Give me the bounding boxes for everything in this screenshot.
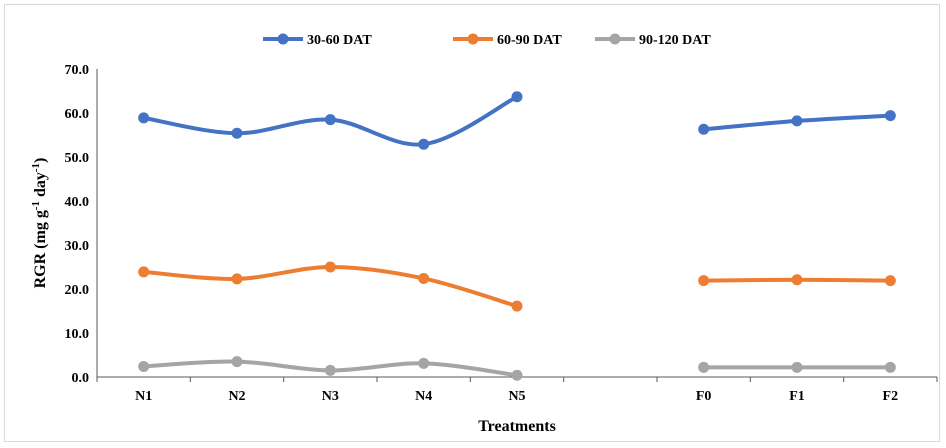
y-axis-title: RGR (mg g-1 day-1) bbox=[30, 158, 49, 289]
data-point bbox=[418, 357, 430, 369]
data-point bbox=[698, 361, 710, 373]
data-point bbox=[324, 261, 336, 273]
data-point bbox=[884, 275, 896, 287]
x-tick-label: N5 bbox=[508, 389, 525, 404]
x-tick-label: N4 bbox=[415, 389, 432, 404]
x-tick-label: N1 bbox=[135, 389, 152, 404]
data-point bbox=[511, 91, 523, 103]
series-3 bbox=[138, 356, 896, 381]
x-tick-label: F0 bbox=[696, 389, 712, 404]
series-1 bbox=[138, 91, 896, 150]
x-tick-labels: N1 N2 N3 N4 N5 F0 F1 F2 bbox=[135, 389, 898, 404]
axes bbox=[96, 69, 938, 382]
y-tick-label: 10.0 bbox=[65, 327, 90, 342]
data-point bbox=[418, 272, 430, 284]
legend-label: 90-120 DAT bbox=[639, 33, 711, 48]
legend-swatch-marker bbox=[277, 33, 289, 45]
data-point bbox=[231, 356, 243, 368]
legend-item: 90-120 DAT bbox=[595, 33, 711, 48]
x-tick-label: N2 bbox=[228, 389, 245, 404]
y-tick-label: 70.0 bbox=[65, 63, 90, 78]
series-line bbox=[141, 264, 519, 309]
legend-label: 30-60 DAT bbox=[307, 33, 372, 48]
data-point bbox=[418, 138, 430, 150]
data-point bbox=[231, 127, 243, 139]
series-2 bbox=[138, 261, 896, 312]
data-point bbox=[324, 114, 336, 126]
data-point bbox=[698, 275, 710, 287]
data-point bbox=[884, 361, 896, 373]
chart-frame: 30-60 DAT 60-90 DAT 90-120 DAT 0.0 10.0 20.0… bbox=[4, 4, 940, 442]
data-point bbox=[884, 110, 896, 122]
y-tick-label: 40.0 bbox=[65, 195, 90, 210]
data-point bbox=[231, 273, 243, 285]
x-tick-label: F1 bbox=[789, 389, 805, 404]
legend-label: 60-90 DAT bbox=[497, 33, 562, 48]
data-point bbox=[791, 274, 803, 286]
x-tick-label: N3 bbox=[322, 389, 339, 404]
data-point bbox=[698, 123, 710, 135]
y-tick-label: 20.0 bbox=[65, 283, 90, 298]
y-tick-labels: 0.0 10.0 20.0 30.0 40.0 50.0 60.0 70.0 bbox=[65, 63, 90, 386]
data-point bbox=[324, 364, 336, 376]
data-point bbox=[511, 300, 523, 312]
y-tick-label: 0.0 bbox=[72, 371, 90, 386]
x-axis-title: Treatments bbox=[478, 418, 556, 435]
data-point bbox=[791, 361, 803, 373]
legend-swatch-marker bbox=[609, 33, 621, 45]
y-tick-label: 50.0 bbox=[65, 151, 90, 166]
data-point bbox=[511, 369, 523, 381]
legend-swatch-marker bbox=[467, 33, 479, 45]
line-chart: 30-60 DAT 60-90 DAT 90-120 DAT 0.0 10.0 20.0… bbox=[30, 33, 938, 435]
series-lines bbox=[138, 91, 896, 381]
legend: 30-60 DAT 60-90 DAT 90-120 DAT bbox=[263, 33, 711, 48]
data-point bbox=[138, 360, 150, 372]
y-tick-label: 60.0 bbox=[65, 107, 90, 122]
x-tick-label: F2 bbox=[883, 389, 899, 404]
legend-item: 60-90 DAT bbox=[453, 33, 562, 48]
legend-item: 30-60 DAT bbox=[263, 33, 372, 48]
data-point bbox=[138, 112, 150, 124]
y-tick-label: 30.0 bbox=[65, 239, 90, 254]
data-point bbox=[138, 266, 150, 278]
data-point bbox=[791, 115, 803, 127]
